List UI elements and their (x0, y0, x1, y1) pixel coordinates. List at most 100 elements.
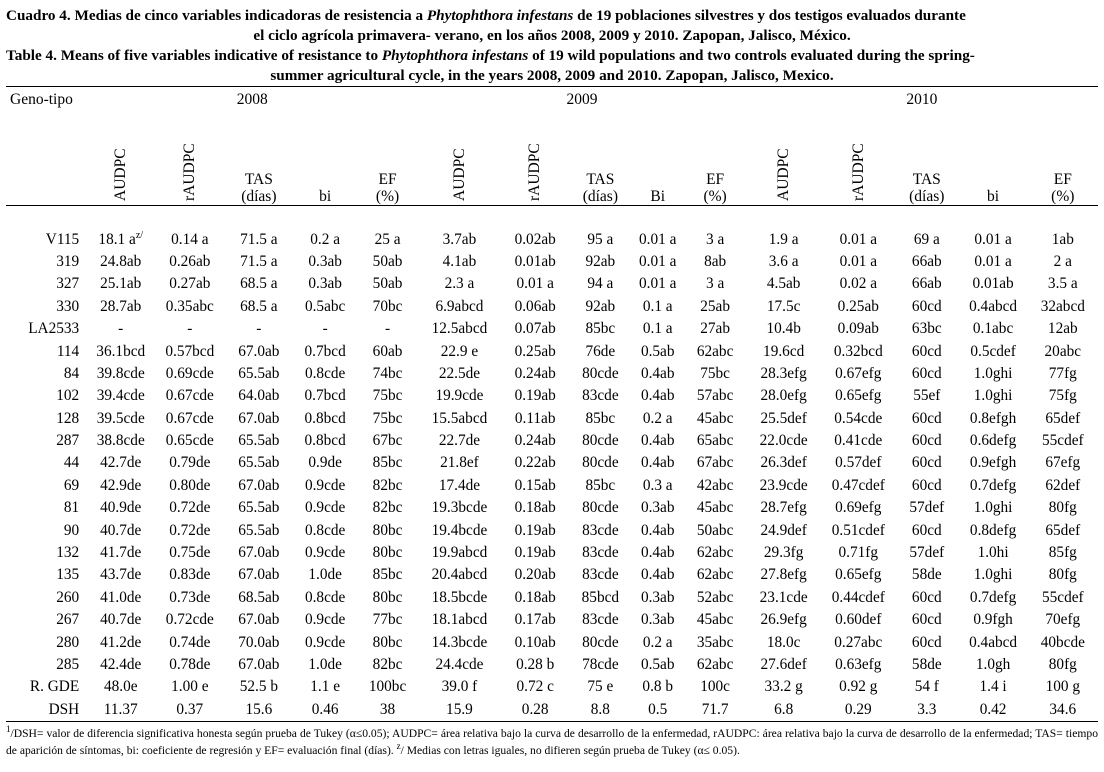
table-row: 327 25.1ab 0.27ab 68.5 a 0.3ab 50ab 2.3 a 0.01 … (6, 273, 1098, 295)
data-cell-raudpc_2008: 0.67cde (165, 387, 214, 405)
data-cell-raudpc_2008: 0.73de (169, 588, 211, 606)
data-cell-tas_2010: 58de (911, 656, 942, 673)
genotype-cell: 280 (56, 633, 80, 651)
data-cell-ef_2009: 27ab (700, 320, 730, 338)
table-row: 102 39.4cde 0.67cde 64.0ab 0.7bcd 75bc 19.9cde… (6, 385, 1098, 407)
data-cell-bi_2009: 0.2 a (642, 409, 673, 427)
genotype-cell: V115 (45, 230, 80, 248)
data-cell-tas_2009: 76de (585, 342, 616, 360)
data-cell-tas_2008: 71.5 a (240, 230, 278, 248)
data-cell-tas_2008: 68.5 a (240, 275, 278, 293)
caption-english: Table 4. Means of five variables indicat… (6, 46, 1098, 85)
data-cell-tas_2008: 64.0ab (238, 387, 280, 405)
data-cell-bi_2008: 0.8cde (304, 521, 346, 539)
data-cell-ef_2008: 67bc (372, 432, 403, 450)
table-captions: Cuadro 4. Medias de cinco variables indi… (6, 0, 1098, 85)
data-cell-tas_2009: 85bc (585, 320, 616, 338)
data-cell-audpc_2009: 17.4de (438, 476, 481, 494)
data-cell-bi_2010: 0.4abcd (969, 633, 1018, 651)
data-cell-tas_2008: 65.5ab (238, 432, 280, 450)
data-cell-audpc_2008: 25.1ab (100, 275, 142, 293)
data-cell-audpc_2008: 24.8ab (100, 252, 142, 270)
data-cell-bi_2010: 0.9fgh (973, 611, 1013, 629)
data-cell-audpc_2010: 6.8 (774, 700, 794, 718)
data-cell-audpc_2009: 22.9 e (440, 342, 479, 360)
data-cell-raudpc_2008: 0.72de (169, 521, 211, 539)
data-cell-tas_2009: 80cde (582, 364, 619, 382)
data-cell-tas_2010: 66ab (911, 275, 942, 293)
data-cell-ef_2009: 42abc (696, 476, 734, 494)
caption-en-line2: summer agricultural cycle, in the years … (270, 66, 834, 84)
data-cell-ef_2010: 32abcd (1040, 297, 1085, 315)
data-cell-bi_2009: 0.4ab (640, 544, 675, 562)
genotype-cell: 327 (56, 275, 80, 293)
genotype-cell: 84 (63, 364, 80, 382)
data-cell-bi_2009: 0.3ab (640, 611, 675, 629)
data-cell-ef_2009: 45abc (696, 499, 734, 517)
column-header-label-audpc_2010: AUDPC (774, 148, 792, 201)
data-cell-audpc_2010: 18.0c (766, 633, 801, 651)
data-cell-raudpc_2009: 0.15ab (514, 476, 556, 494)
data-cell-bi_2009: 0.1 a (642, 297, 673, 315)
data-cell-ef_2008: 80bc (372, 544, 403, 562)
data-cell-bi_2010: 1.4 i (979, 678, 1007, 696)
column-header-tas_2008: TAS (días) (224, 109, 293, 206)
cell-superscript: z/ (135, 230, 144, 242)
data-cell-audpc_2010: 28.0efg (760, 387, 807, 405)
data-cell-raudpc_2008: 0.72cde (165, 611, 214, 629)
data-cell-audpc_2009: 3.7ab (442, 230, 477, 248)
data-cell-tas_2009: 95 a (587, 230, 614, 248)
data-cell-audpc_2009: 15.5abcd (431, 409, 488, 427)
data-cell-ef_2010: 80fg (1048, 656, 1077, 673)
data-cell-bi_2009: 0.8 b (642, 678, 674, 696)
data-cell-audpc_2009: 18.5bcde (431, 588, 488, 606)
genotype-cell: LA2533 (28, 320, 80, 338)
data-cell-tas_2008: 68.5 a (240, 297, 278, 315)
data-cell-ef_2009: 3 a (705, 275, 725, 293)
genotype-cell: 132 (56, 544, 80, 562)
data-cell-raudpc_2010: 0.02 a (839, 275, 877, 293)
data-cell-audpc_2008: 18.1 az/ (98, 230, 144, 249)
data-cell-audpc_2008: 38.8cde (96, 432, 145, 450)
data-cell-audpc_2008: 42.7de (100, 454, 142, 472)
data-cell-tas_2010: 60cd (911, 588, 942, 606)
data-cell-raudpc_2008: - (187, 320, 193, 338)
data-cell-audpc_2010: 24.9def (760, 521, 807, 539)
data-cell-raudpc_2010: 0.54cde (834, 409, 883, 427)
table-row: 81 40.9de 0.72de 65.5ab 0.9cde 82bc 19.3bcde 0.… (6, 497, 1098, 519)
year-group-header-2008: 2008 (236, 91, 268, 108)
data-cell-raudpc_2010: 0.41cde (834, 432, 883, 450)
data-cell-tas_2008: 52.5 b (239, 678, 278, 696)
data-cell-ef_2010: 62def (1045, 476, 1081, 494)
data-cell-bi_2010: 1.0ghi (973, 364, 1013, 382)
data-cell-tas_2009: 78cde (582, 656, 619, 673)
data-cell-audpc_2009: 20.4abcd (431, 566, 488, 584)
footnote-superscript-z: z (396, 741, 401, 752)
caption-es-line1-prefix: Cuadro 4. Medias de cinco variables indi… (6, 7, 427, 24)
caption-es-italic-species: Phytophthora infestans (426, 7, 574, 24)
header-gap-row (6, 206, 1098, 229)
data-cell-bi_2010: 0.6defg (969, 432, 1017, 450)
data-cell-ef_2008: 74bc (372, 364, 403, 382)
data-cell-bi_2010: 1.0hi (977, 544, 1009, 562)
data-cell-tas_2010: 57def (909, 499, 945, 517)
data-cell-tas_2008: 67.0ab (238, 342, 280, 360)
data-cell-bi_2008: 1.0de (308, 566, 342, 584)
column-header-label-tas_2008: TAS (244, 171, 273, 188)
data-cell-tas_2009: 83cde (582, 544, 619, 562)
data-cell-bi_2010: 0.1abc (972, 320, 1014, 338)
caption-es-line1-suffix: de 19 poblaciones silvestres y dos testi… (573, 7, 966, 24)
data-cell-audpc_2009: 19.9cde (435, 387, 484, 405)
data-cell-raudpc_2010: 0.57def (835, 454, 882, 472)
footnote-part-1: /DSH= valor de diferencia significativa … (6, 726, 1098, 758)
data-cell-bi_2009: 0.4ab (640, 566, 675, 584)
column-header-bi_2008: bi (293, 109, 357, 206)
genotype-cell: 267 (56, 611, 80, 629)
data-cell-bi_2009: 0.01 a (639, 252, 677, 270)
data-cell-tas_2010: 60cd (911, 633, 942, 651)
data-cell-tas_2010: 60cd (911, 611, 942, 629)
column-header-raudpc_2008: rAUDPC (155, 109, 224, 206)
data-cell-audpc_2008: 43.7de (100, 566, 142, 584)
genotype-cell: 90 (63, 521, 80, 539)
